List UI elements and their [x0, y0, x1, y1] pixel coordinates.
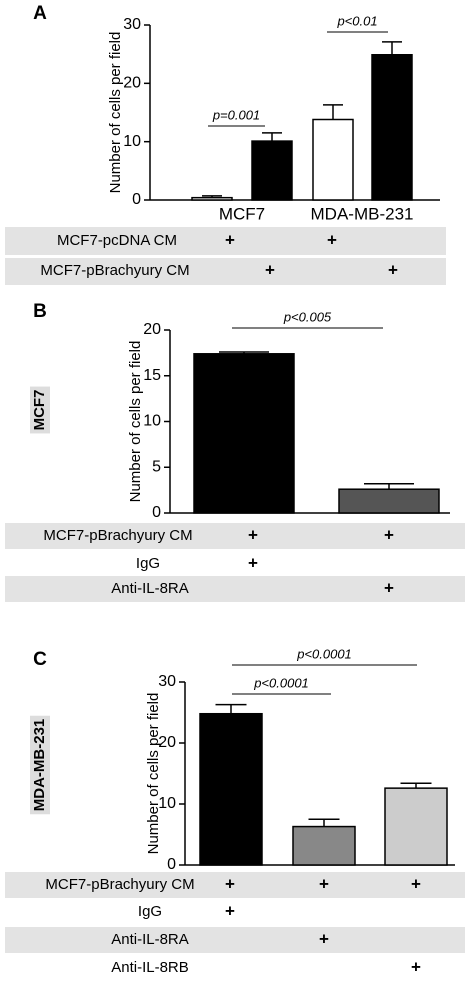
- condition-mark: +: [319, 929, 329, 948]
- y-tick-label: 0: [152, 504, 161, 521]
- panel-label: A: [33, 3, 47, 24]
- side-label: MCF7: [31, 390, 48, 431]
- condition-label: Anti-IL-8RB: [111, 959, 189, 976]
- significance-label: p=0.001: [212, 107, 260, 122]
- condition-label: MCF7-pBrachyury CM: [40, 262, 189, 279]
- condition-label: IgG: [138, 903, 162, 920]
- y-tick-label: 20: [143, 321, 161, 338]
- condition-band: [5, 258, 446, 285]
- y-axis-label: Number of cells per field: [145, 693, 162, 855]
- condition-mark: +: [319, 874, 329, 893]
- condition-band: [5, 927, 465, 953]
- y-tick-label: 20: [123, 75, 141, 92]
- y-axis-label: Number of cells per field: [107, 32, 124, 194]
- x-tick-label: MDA-MB-231: [311, 204, 414, 223]
- panel-label: B: [33, 301, 47, 322]
- side-label-bg: [30, 386, 50, 434]
- y-tick-label: 10: [158, 795, 176, 812]
- condition-band: [5, 523, 465, 549]
- side-label-bg: [30, 715, 50, 815]
- y-tick-label: 10: [143, 413, 161, 430]
- condition-mark: +: [248, 553, 258, 572]
- condition-band: [5, 872, 465, 898]
- bar: [251, 140, 293, 201]
- condition-mark: +: [225, 901, 235, 920]
- y-tick-label: 15: [143, 367, 161, 384]
- significance-label: p<0.005: [283, 309, 332, 324]
- bar: [312, 118, 354, 201]
- condition-mark: +: [384, 525, 394, 544]
- significance-label: p<0.01: [336, 13, 377, 28]
- y-axis-label: Number of cells per field: [127, 341, 144, 503]
- bar: [338, 488, 440, 514]
- significance-label: p<0.0001: [253, 675, 309, 690]
- bar: [191, 196, 233, 201]
- condition-label: MCF7-pBrachyury CM: [43, 527, 192, 544]
- condition-mark: +: [327, 230, 337, 249]
- bar: [199, 712, 263, 866]
- panel-label: C: [33, 649, 47, 670]
- condition-mark: +: [225, 874, 235, 893]
- condition-label: IgG: [136, 555, 160, 572]
- condition-mark: +: [384, 578, 394, 597]
- condition-mark: +: [388, 260, 398, 279]
- condition-band: [5, 227, 446, 255]
- bar: [384, 787, 448, 866]
- condition-mark: +: [411, 874, 421, 893]
- bar: [292, 825, 356, 866]
- y-tick-label: 0: [132, 191, 141, 208]
- y-tick-label: 5: [152, 458, 161, 475]
- bar: [193, 353, 295, 514]
- condition-mark: +: [265, 260, 275, 279]
- y-tick-label: 30: [123, 16, 141, 33]
- y-tick-label: 30: [158, 673, 176, 690]
- significance-label: p<0.0001: [296, 646, 352, 661]
- condition-mark: +: [248, 525, 258, 544]
- condition-label: Anti-IL-8RA: [111, 931, 189, 948]
- y-tick-label: 0: [167, 856, 176, 873]
- condition-label: MCF7-pBrachyury CM: [45, 876, 194, 893]
- condition-band: [5, 576, 465, 602]
- condition-mark: +: [411, 957, 421, 976]
- x-tick-label: MCF7: [219, 204, 265, 223]
- bar: [371, 54, 413, 201]
- condition-label: Anti-IL-8RA: [111, 580, 189, 597]
- side-label: MDA-MB-231: [31, 719, 48, 812]
- condition-mark: +: [225, 230, 235, 249]
- condition-label: MCF7-pcDNA CM: [57, 232, 177, 249]
- y-tick-label: 20: [158, 734, 176, 751]
- y-tick-label: 10: [123, 133, 141, 150]
